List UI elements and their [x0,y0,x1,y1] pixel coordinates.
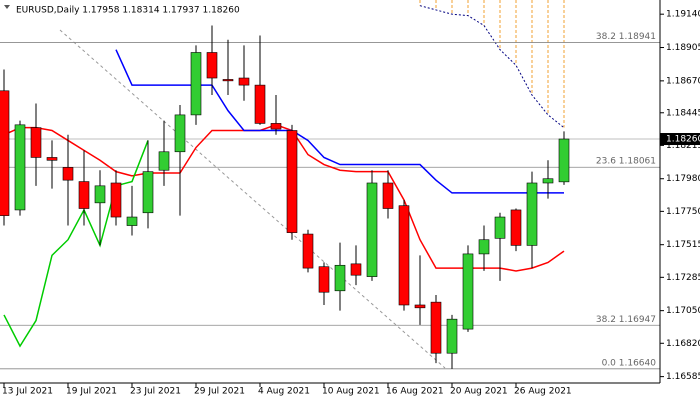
price-box [660,133,700,146]
candle-body [222,79,234,82]
indicator-line [115,49,564,194]
candle-body [78,181,90,209]
candle-body [46,157,58,161]
candle-body [62,167,74,181]
symbol-icon [4,5,10,9]
y-tick-label: 1.18670 [666,76,700,86]
candle-body [414,304,426,309]
y-tick-label: 1.17750 [666,207,700,217]
candle-body [446,318,458,354]
fib-label: 0.0 1.16640 [602,358,657,368]
candle-body [238,77,250,86]
fib-label: 38.2 1.18941 [596,32,656,42]
candle-body [14,124,26,211]
candle-body [398,205,410,306]
x-tick-label: 20 Aug 2021 [450,387,508,397]
candle-body [270,123,282,130]
candle-body [254,84,266,124]
cloud-edge [419,5,565,129]
candle-body [110,182,122,218]
y-tick-label: 1.17980 [666,174,700,184]
candle-body [366,182,378,277]
candle-body [558,138,570,183]
candle-body [142,171,154,214]
candle-body [126,216,138,226]
y-tick-label: 1.17515 [666,240,700,250]
y-tick-label: 1.16820 [666,339,700,349]
indicator-line [3,140,149,348]
candle-body [0,90,10,216]
x-tick-label: 19 Jul 2021 [66,387,117,397]
candle-body [174,114,186,153]
candle-body [158,151,170,171]
x-tick-label: 23 Jul 2021 [130,387,181,397]
candle-body [94,185,106,204]
x-tick-label: 4 Aug 2021 [258,387,310,397]
fib-label: 23.6 1.18061 [596,157,656,167]
candle-body [334,264,346,292]
y-tick-label: 1.19140 [666,10,700,20]
x-tick-label: 10 Aug 2021 [322,387,380,397]
candle-body [494,216,506,239]
x-tick-label: 26 Aug 2021 [514,387,572,397]
y-tick-label: 1.17285 [666,273,700,283]
chart-title: EURUSD,Daily 1.17958 1.18314 1.17937 1.1… [16,6,240,16]
candle-body [526,182,538,246]
y-tick-label: 1.18905 [666,43,700,53]
candle-body [302,233,314,269]
candle-body [430,301,442,354]
candle-body [510,209,522,246]
y-tick-label: 1.18445 [666,108,700,118]
candle-body [462,253,474,330]
x-tick-label: 16 Aug 2021 [386,387,444,397]
candle-body [206,52,218,79]
candle-body [478,239,490,255]
candle-body [350,263,362,276]
candle-body [30,127,42,158]
trend-line [59,29,446,369]
y-tick-label: 1.18215 [666,141,700,151]
y-tick-label: 1.16585 [666,372,700,382]
candle-body [190,52,202,116]
y-tick-label: 1.17050 [666,306,700,316]
candle-body [286,130,298,233]
x-tick-label: 13 Jul 2021 [2,387,53,397]
x-tick-label: 29 Jul 2021 [194,387,245,397]
candle-body [382,182,394,209]
candle-body [318,266,330,293]
price-label: 1.18260 [666,135,700,145]
candle-body [542,178,554,184]
fib-label: 38.2 1.16947 [596,315,656,325]
